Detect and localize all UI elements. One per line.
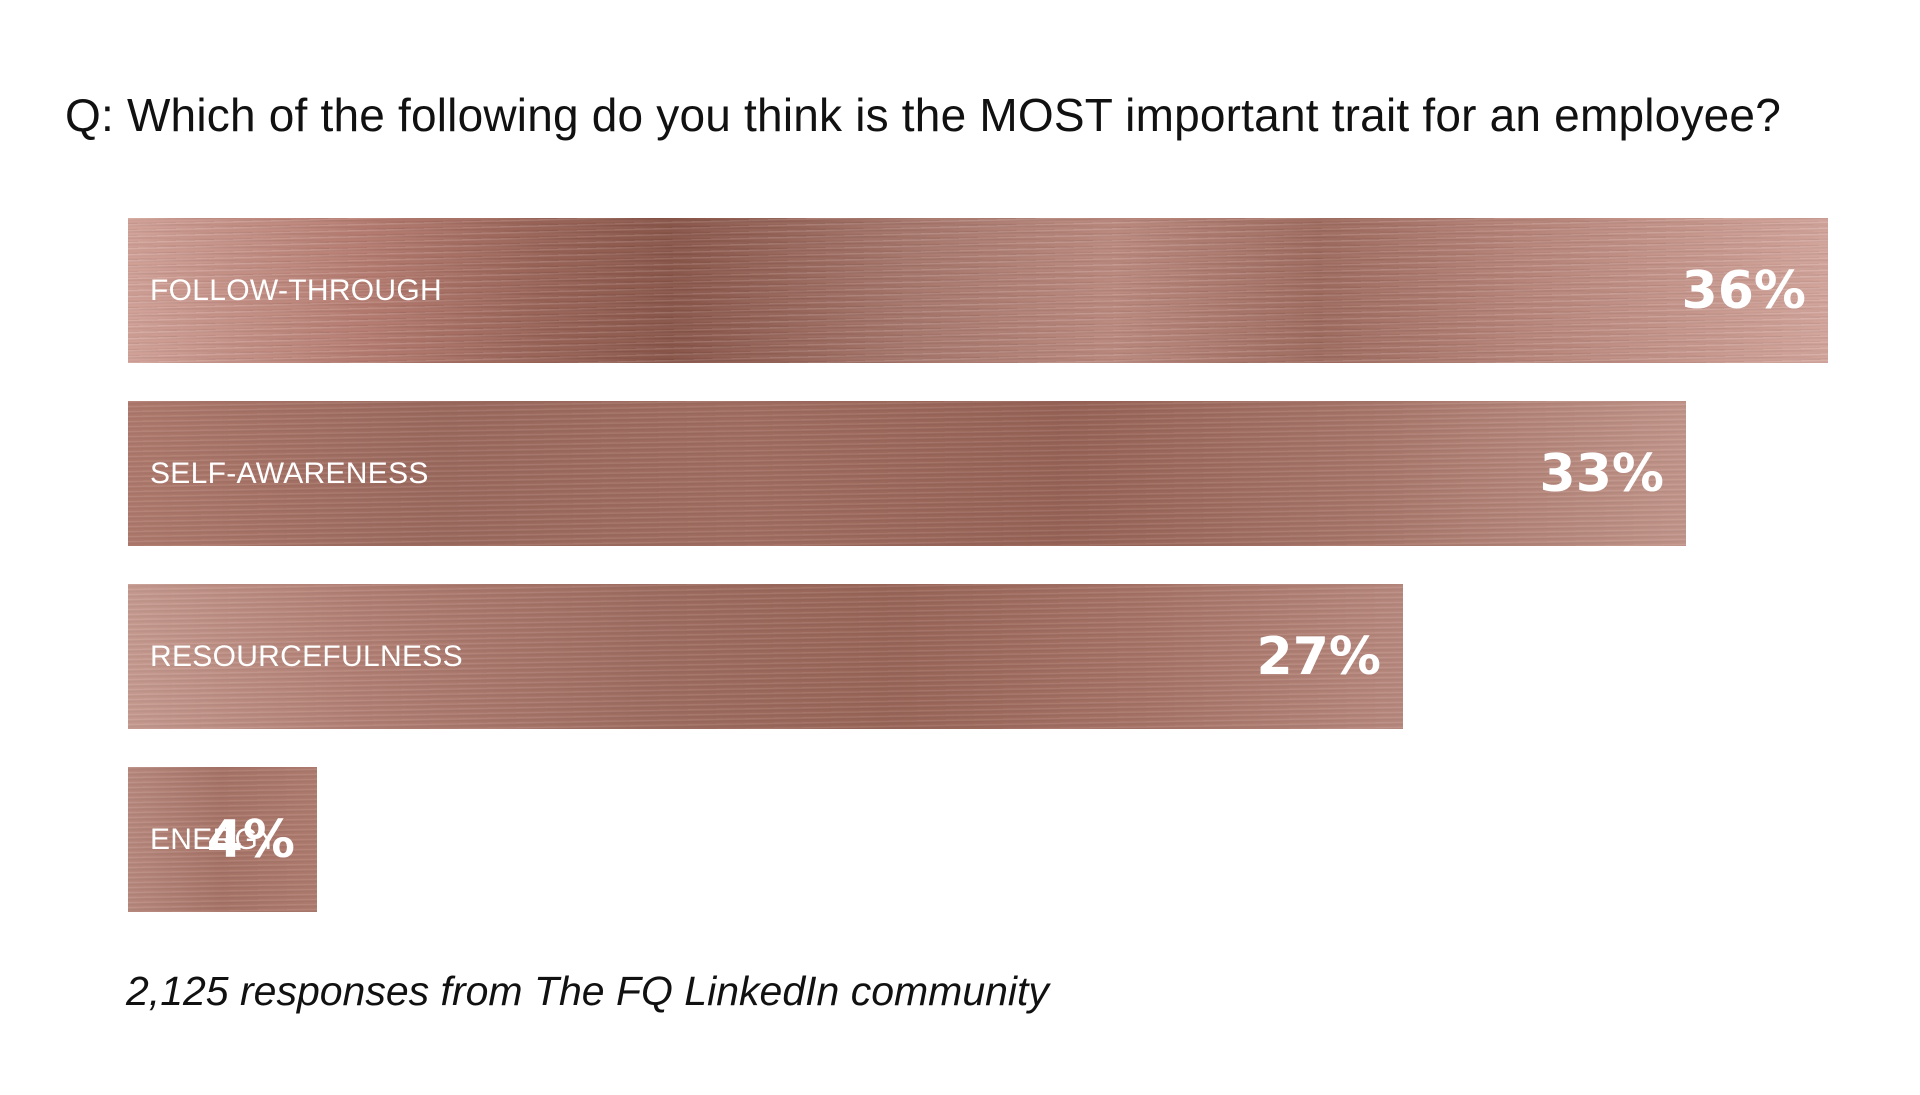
bar-value-label: 4% [206, 809, 295, 870]
bar-value-label: 27% [1256, 626, 1381, 687]
bar-follow-through: FOLLOW-THROUGH 36% [128, 218, 1828, 363]
bar-self-awareness: SELF-AWARENESS 33% [128, 401, 1686, 546]
bar-energy: ENERGY 4% [128, 767, 317, 912]
bar-category-label: FOLLOW-THROUGH [150, 273, 442, 307]
horizontal-bar-chart: FOLLOW-THROUGH 36% SELF-AWARENESS 33% RESOUR… [128, 218, 1828, 918]
bar-category-label: ENERGY [150, 822, 279, 856]
bar-category-label: SELF-AWARENESS [150, 456, 429, 490]
response-count-footnote: 2,125 responses from The FQ LinkedIn com… [126, 968, 1049, 1014]
bar-category-label: RESOURCEFULNESS [150, 639, 463, 673]
bar-resourcefulness: RESOURCEFULNESS 27% [128, 584, 1403, 729]
bar-value-label: 33% [1539, 443, 1664, 504]
question-title: Q: Which of the following do you think i… [65, 89, 1781, 141]
bar-value-label: 36% [1681, 260, 1806, 321]
